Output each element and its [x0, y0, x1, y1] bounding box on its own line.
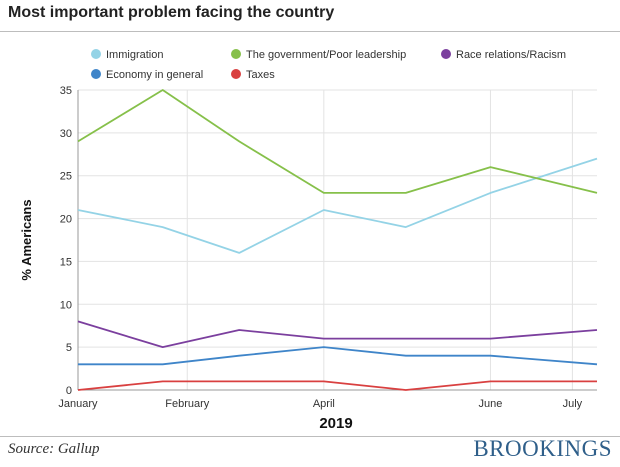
- series-lines: [77, 89, 598, 391]
- y-axis-label: % Americans: [19, 199, 34, 280]
- legend-marker-race-relations-racism: [441, 49, 451, 59]
- legend-label-the-government-poor-leadership: The government/Poor leadership: [246, 49, 406, 61]
- line-chart: 0 5 10 15 20 25 30 35 January February April June Ju…: [19, 49, 598, 432]
- series-line-taxes: [77, 380, 597, 391]
- legend-label-economy-in-general: Economy in general: [106, 69, 203, 81]
- legend-marker-immigration: [91, 49, 101, 59]
- y-tick-label: 35: [60, 85, 72, 97]
- x-tick-label: February: [165, 398, 210, 410]
- legend-marker-the-government-poor-leadership: [231, 49, 241, 59]
- x-tick-label: April: [313, 398, 335, 410]
- legend-marker-taxes: [231, 69, 241, 79]
- x-tick-label: June: [479, 398, 503, 410]
- brookings-logo: BROOKINGS: [473, 436, 612, 461]
- series-line-the-government-poor-leadership: [77, 89, 598, 194]
- axes: 0 5 10 15 20 25 30 35 January February April June Ju…: [58, 85, 597, 410]
- y-tick-label: 5: [66, 342, 72, 354]
- series-line-economy-in-general: [78, 346, 598, 366]
- series-line-race-relations-racism: [77, 320, 598, 349]
- legend-marker-economy-in-general: [91, 69, 101, 79]
- y-tick-label: 10: [60, 299, 72, 311]
- page-title: Most important problem facing the countr…: [8, 4, 335, 21]
- legend: Immigration The government/Poor leadershi…: [91, 49, 566, 81]
- y-tick-label: 0: [66, 385, 72, 397]
- y-tick-label: 25: [60, 171, 72, 183]
- y-tick-label: 15: [60, 256, 72, 268]
- x-tick-label: January: [58, 398, 98, 410]
- y-tick-label: 30: [60, 128, 72, 140]
- legend-label-immigration: Immigration: [106, 49, 163, 61]
- series-line-immigration: [77, 157, 598, 254]
- x-axis-label: 2019: [319, 415, 352, 432]
- x-tick-label: July: [563, 398, 583, 410]
- title-divider: [0, 31, 620, 32]
- legend-label-race-relations-racism: Race relations/Racism: [456, 49, 566, 61]
- footer-divider: [0, 436, 620, 437]
- source-note: Source: Gallup: [8, 441, 100, 457]
- legend-label-taxes: Taxes: [246, 69, 275, 81]
- y-tick-label: 20: [60, 214, 72, 226]
